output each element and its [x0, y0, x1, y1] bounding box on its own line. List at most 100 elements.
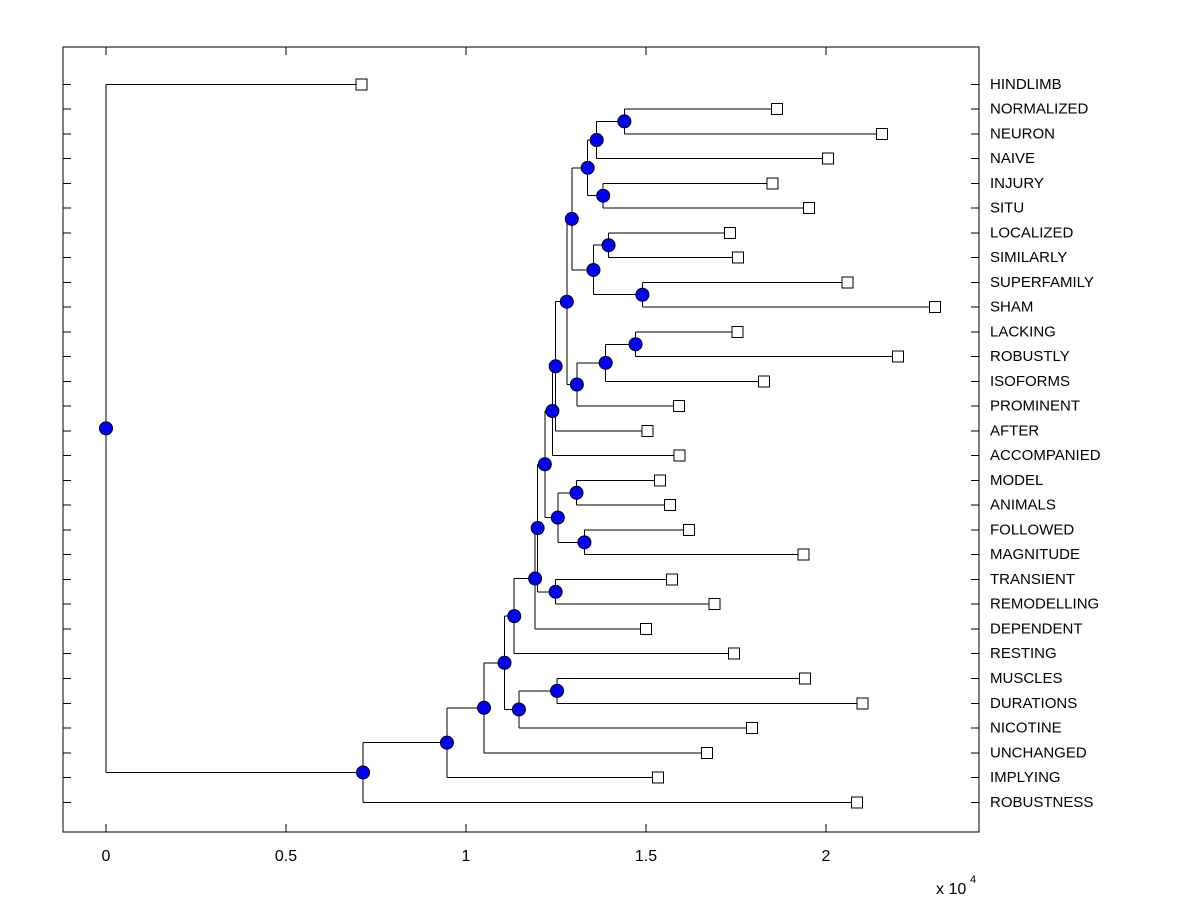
leaf-label: DURATIONS — [990, 695, 1077, 712]
leaf-label: LACKING — [990, 323, 1056, 340]
leaf-label: NAIVE — [990, 150, 1035, 167]
leaf-label: TRANSIENT — [990, 571, 1075, 588]
leaf-label: NEURON — [990, 125, 1055, 142]
leaf-label: SITU — [990, 200, 1024, 217]
leaf-label: AFTER — [990, 422, 1039, 439]
leaf-marker[interactable] — [665, 573, 678, 586]
leaf-marker[interactable] — [654, 474, 667, 487]
leaf-marker[interactable] — [673, 449, 686, 462]
internal-node-marker[interactable] — [569, 485, 584, 500]
leaf-label: NICOTINE — [990, 720, 1062, 737]
leaf-marker[interactable] — [850, 796, 863, 809]
leaf-label: UNCHANGED — [990, 744, 1087, 761]
leaf-label: FOLLOWED — [990, 521, 1074, 538]
leaf-label: ROBUSTLY — [990, 348, 1070, 365]
leaf-marker[interactable] — [803, 202, 816, 215]
internal-node-marker[interactable] — [528, 571, 543, 586]
internal-node-marker[interactable] — [580, 160, 595, 175]
internal-node-marker[interactable] — [497, 655, 512, 670]
plot-border — [62, 46, 980, 833]
leaf-marker[interactable] — [771, 103, 784, 116]
internal-node-marker[interactable] — [99, 421, 113, 436]
internal-node-marker[interactable] — [628, 337, 643, 352]
leaf-label: ROBUSTNESS — [990, 794, 1093, 811]
leaf-marker[interactable] — [640, 622, 652, 635]
internal-node-marker[interactable] — [537, 457, 552, 472]
leaf-marker[interactable] — [856, 697, 869, 710]
leaf-label: MODEL — [990, 472, 1043, 489]
internal-node-marker[interactable] — [530, 521, 545, 536]
leaf-marker[interactable] — [841, 276, 854, 289]
internal-node-marker[interactable] — [598, 355, 613, 370]
x-tick-label: 0 — [102, 848, 111, 865]
x-axis-exponent-label: x 10 — [936, 881, 966, 898]
internal-node-marker[interactable] — [477, 700, 491, 715]
internal-node-marker[interactable] — [589, 133, 604, 148]
internal-node-marker[interactable] — [569, 377, 584, 392]
leaf-marker[interactable] — [745, 722, 758, 735]
leaf-label: SUPERFAMILY — [990, 274, 1094, 291]
leaf-label: RESTING — [990, 645, 1057, 662]
leaf-label: ISOFORMS — [990, 373, 1070, 390]
x-tick-label: 1 — [462, 848, 471, 865]
leaf-marker[interactable] — [876, 127, 889, 140]
x-tick-label: 1.5 — [635, 848, 657, 865]
internal-node-marker[interactable] — [548, 584, 563, 599]
leaf-marker[interactable] — [641, 424, 654, 437]
leaf-label: SIMILARLY — [990, 249, 1067, 266]
internal-node-marker[interactable] — [601, 238, 616, 253]
leaf-label: SHAM — [990, 299, 1033, 316]
leaf-marker[interactable] — [723, 226, 736, 239]
leaf-label: MAGNITUDE — [990, 546, 1080, 563]
leaf-label: NORMALIZED — [990, 101, 1089, 118]
internal-node-marker[interactable] — [507, 609, 522, 624]
leaf-marker[interactable] — [652, 771, 665, 784]
leaf-marker[interactable] — [673, 400, 686, 413]
x-tick-label: 2 — [822, 848, 831, 865]
leaf-label: PROMINENT — [990, 398, 1080, 415]
internal-node-marker[interactable] — [596, 188, 611, 203]
leaf-label: LOCALIZED — [990, 224, 1074, 241]
leaf-marker[interactable] — [766, 177, 779, 190]
leaf-label: MUSCLES — [990, 670, 1063, 687]
internal-node-marker[interactable] — [577, 535, 592, 550]
leaf-marker[interactable] — [758, 375, 771, 388]
internal-node-marker[interactable] — [511, 702, 526, 717]
internal-node-marker[interactable] — [550, 510, 565, 525]
leaf-marker[interactable] — [708, 598, 721, 611]
leaf-marker[interactable] — [821, 152, 834, 165]
leaf-marker[interactable] — [355, 78, 368, 91]
leaf-marker[interactable] — [731, 325, 744, 338]
internal-node-marker[interactable] — [564, 211, 579, 226]
leaf-label: ANIMALS — [990, 497, 1056, 514]
internal-node-marker[interactable] — [356, 765, 371, 780]
internal-node-marker[interactable] — [548, 359, 563, 374]
internal-node-marker[interactable] — [439, 735, 454, 750]
leaf-marker[interactable] — [929, 301, 942, 314]
leaf-marker[interactable] — [732, 251, 745, 264]
leaf-label: INJURY — [990, 175, 1044, 192]
leaf-label: DEPENDENT — [990, 620, 1083, 637]
internal-node-marker[interactable] — [586, 262, 601, 277]
internal-node-marker[interactable] — [550, 683, 565, 698]
leaf-marker[interactable] — [727, 647, 740, 660]
leaf-label: HINDLIMB — [990, 76, 1062, 93]
internal-node-marker[interactable] — [635, 287, 650, 302]
leaf-label: REMODELLING — [990, 596, 1099, 613]
leaf-marker[interactable] — [664, 499, 677, 512]
leaf-marker[interactable] — [682, 523, 695, 536]
internal-node-marker[interactable] — [545, 403, 560, 418]
internal-node-marker[interactable] — [617, 114, 632, 129]
leaf-marker[interactable] — [797, 548, 810, 561]
x-tick-label: 0.5 — [275, 848, 297, 865]
leaf-marker[interactable] — [700, 746, 713, 759]
x-axis-exponent-power: 4 — [970, 874, 976, 886]
internal-node-marker[interactable] — [559, 294, 574, 309]
leaf-marker[interactable] — [798, 672, 811, 685]
leaf-label: ACCOMPANIED — [990, 447, 1101, 464]
leaf-marker[interactable] — [892, 350, 904, 363]
leaf-label: IMPLYING — [990, 769, 1061, 786]
